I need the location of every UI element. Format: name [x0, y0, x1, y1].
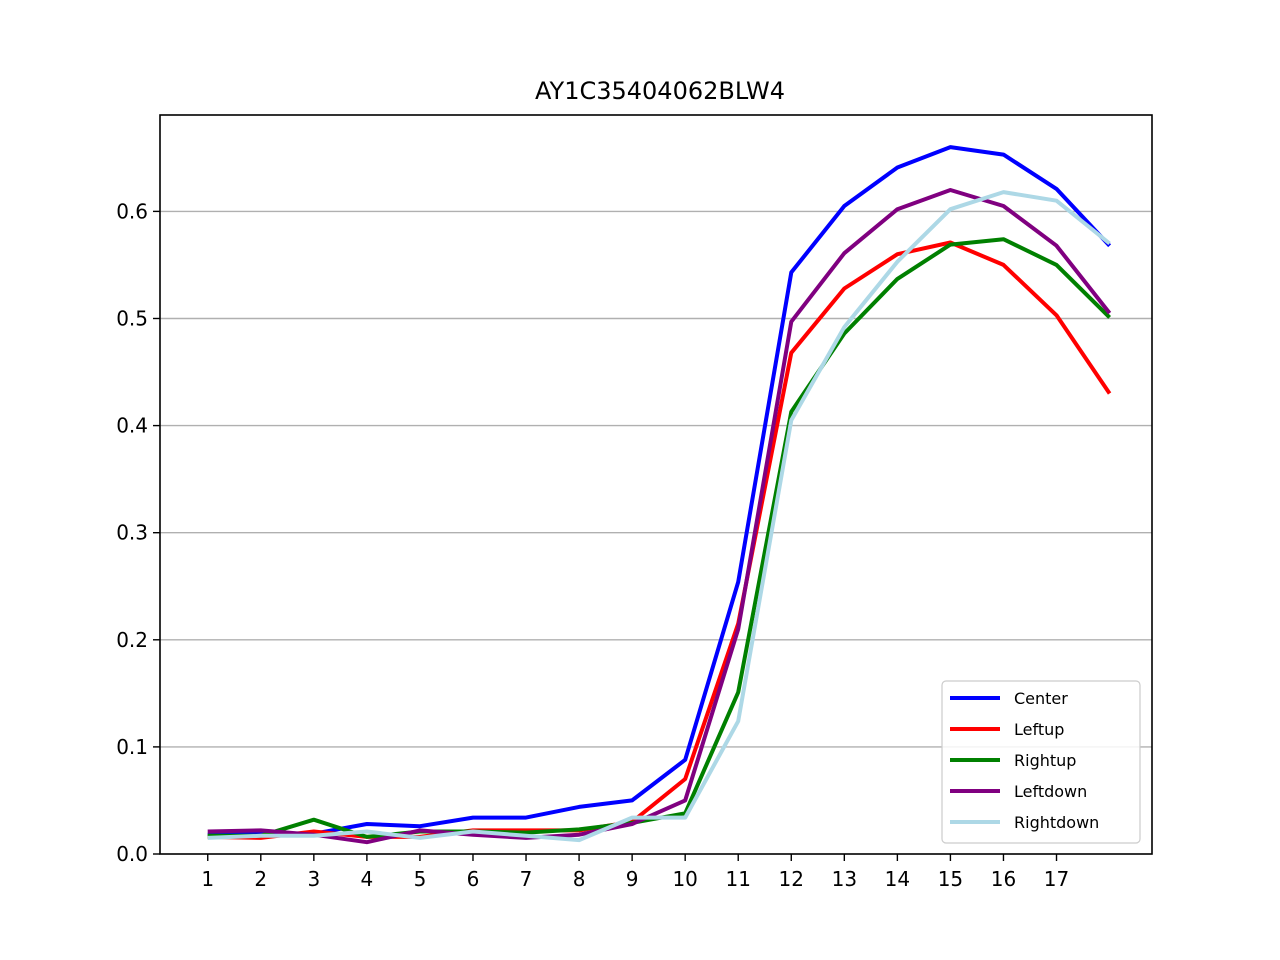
legend-label: Center	[1014, 689, 1068, 708]
x-tick-label: 4	[361, 867, 374, 891]
y-axis: 0.0 0.1 0.2 0.3 0.4 0.5 0.6	[116, 199, 160, 866]
x-tick-label: 8	[573, 867, 586, 891]
x-tick-label: 17	[1044, 867, 1069, 891]
x-tick-label: 14	[885, 867, 910, 891]
x-axis: 1 2 3 4 5 6 7 8 9 10 11 12 13 14 15 16 17	[201, 854, 1069, 891]
x-tick-label: 10	[672, 867, 697, 891]
x-tick-label: 16	[991, 867, 1016, 891]
x-tick-label: 12	[779, 867, 804, 891]
x-tick-label: 5	[414, 867, 427, 891]
series-line-center	[207, 145, 1112, 837]
legend-label: Rightup	[1014, 751, 1076, 770]
y-tick-label: 0.0	[116, 842, 148, 866]
legend-label: Leftup	[1014, 720, 1064, 739]
y-tick-label: 0.3	[116, 521, 148, 545]
chart-title: AY1C35404062BLW4	[535, 77, 785, 105]
x-tick-label: 13	[832, 867, 857, 891]
x-tick-label: 15	[938, 867, 963, 891]
legend-box	[941, 680, 1141, 844]
y-tick-label: 0.6	[116, 199, 148, 223]
x-tick-label: 6	[467, 867, 480, 891]
series-line-leftdown	[207, 188, 1112, 845]
legend: Center Leftup Rightup Leftdown Rightdown	[941, 680, 1141, 844]
x-tick-label: 2	[254, 867, 267, 891]
grid-lines	[160, 210, 1152, 748]
x-tick-label: 11	[725, 867, 750, 891]
y-tick-label: 0.1	[116, 735, 148, 759]
legend-label: Leftdown	[1014, 782, 1087, 801]
series-line-rightdown	[207, 190, 1111, 843]
x-tick-label: 3	[307, 867, 320, 891]
plot-frame	[159, 114, 1153, 855]
x-tick-label: 9	[626, 867, 639, 891]
x-tick-label: 7	[520, 867, 533, 891]
y-tick-label: 0.2	[116, 628, 148, 652]
y-tick-label: 0.4	[116, 414, 148, 438]
series-lines	[207, 145, 1112, 845]
legend-label: Rightdown	[1014, 813, 1099, 832]
y-tick-label: 0.5	[116, 306, 148, 330]
x-tick-label: 1	[201, 867, 214, 891]
